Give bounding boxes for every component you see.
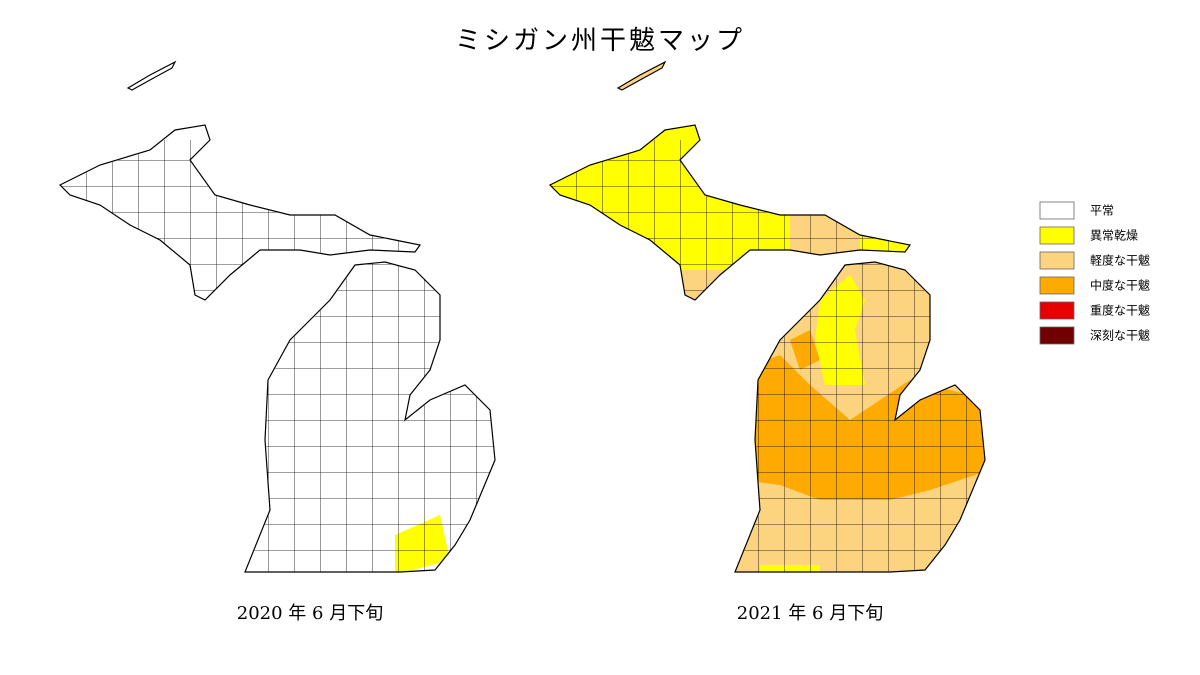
legend-label: 異常乾燥 xyxy=(1090,229,1138,243)
legend-swatch xyxy=(1039,201,1075,220)
legend-swatch xyxy=(1039,276,1075,295)
legend-label: 平常 xyxy=(1090,204,1114,218)
legend-label: 軽度な干魃 xyxy=(1090,253,1150,268)
legend-swatch xyxy=(1039,226,1075,245)
legend-swatch xyxy=(1039,301,1075,320)
map-caption: 2021 年 6 月下旬 xyxy=(737,603,883,624)
legend-label: 深刻な干魃 xyxy=(1090,328,1150,343)
county-grid xyxy=(550,140,985,572)
legend-swatch xyxy=(1039,251,1075,270)
map-title: ミシガン州干魃マップ xyxy=(455,26,745,56)
map-2021 xyxy=(549,61,986,573)
legend-label: 重度な干魃 xyxy=(1090,303,1150,318)
map-2020 xyxy=(59,61,496,573)
county-grid xyxy=(60,140,495,572)
map-caption: 2020 年 6 月下旬 xyxy=(237,603,383,624)
legend-swatch xyxy=(1039,326,1075,345)
legend-label: 中度な干魃 xyxy=(1090,278,1150,293)
